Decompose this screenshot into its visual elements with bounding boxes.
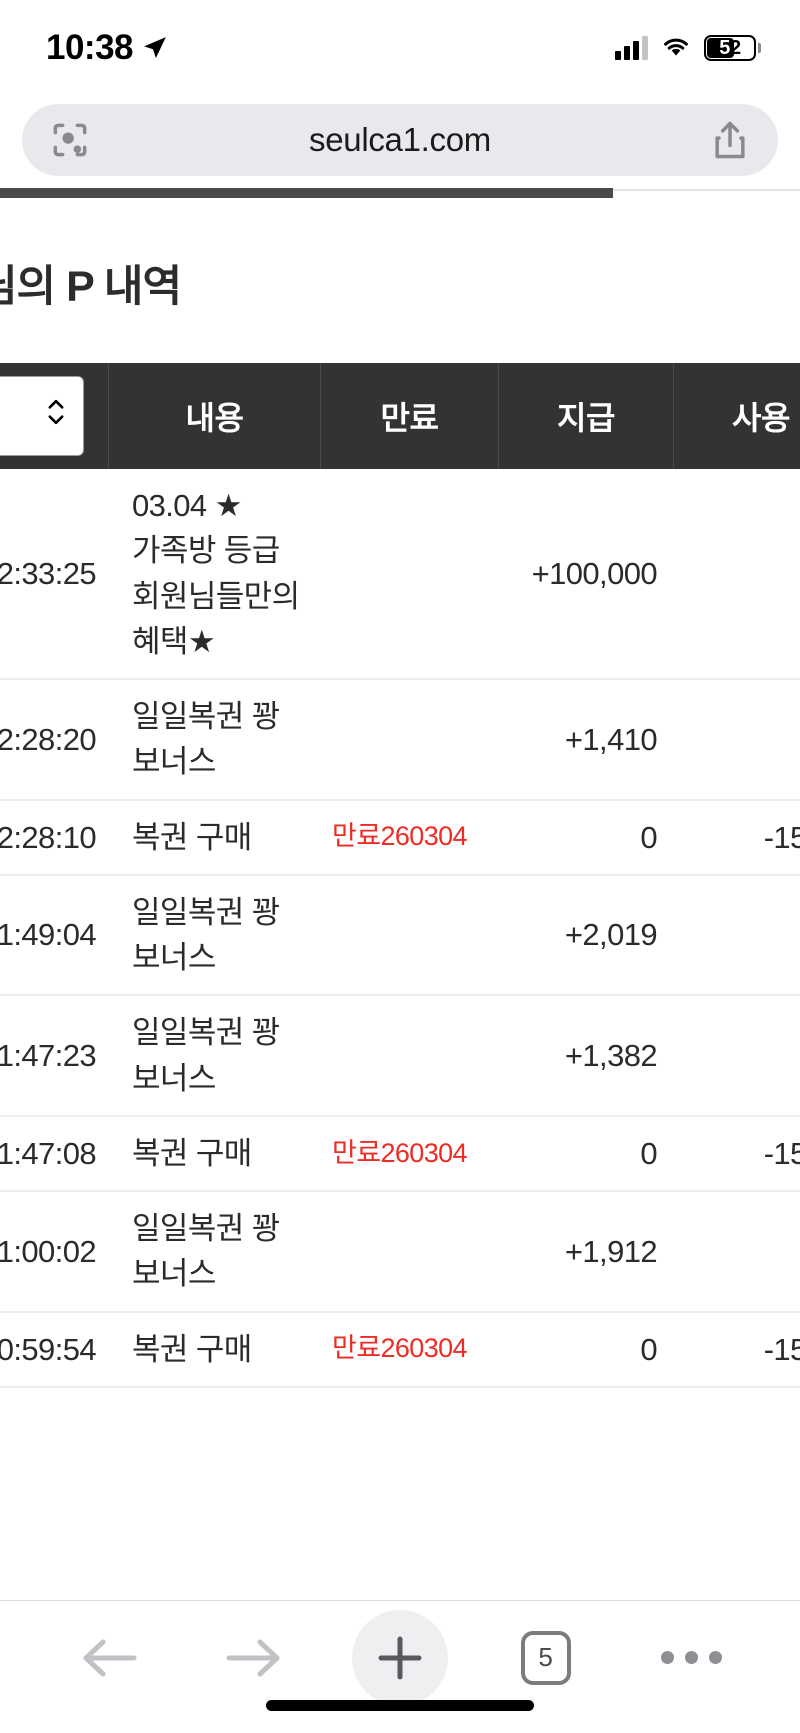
row-paid: +100,000 [531,555,658,591]
table-row[interactable]: 2:28:20 일일복권 꽝 보너스 +1,410 [0,680,800,801]
row-date: 1:00:02 [0,1233,97,1269]
row-paid: 0 [640,819,657,855]
home-indicator[interactable] [266,1700,534,1711]
row-paid: 0 [640,1135,657,1171]
row-desc: 03.04 ★ 가족방 등급 회원님들만의 혜택★ [132,488,300,659]
row-desc: 일일복권 꽝 보너스 [132,699,280,780]
table-row[interactable]: 2:28:10 복권 구매 만료260304 0 -15,00 [0,800,800,876]
toolbar-divider [0,1600,800,1601]
status-time: 10:38 [46,28,134,67]
row-date: 0:59:54 [0,1331,97,1367]
table-header-filter [0,363,108,469]
row-desc: 복권 구매 [132,1331,252,1367]
row-expiry: 만료260304 [332,1137,468,1168]
row-desc: 일일복권 꽝 보너스 [132,894,280,975]
plus-icon [378,1636,422,1679]
share-icon[interactable] [708,118,752,162]
page-title: 님의 P 내역 [0,263,182,311]
row-used [673,680,800,799]
row-date: 21:47:23 [0,1037,97,1073]
battery-digit-one: 5 [719,36,730,59]
row-paid: +1,912 [564,1233,658,1269]
more-button[interactable] [643,1610,739,1706]
row-expiry: 만료260304 [332,821,468,852]
forward-button[interactable] [206,1610,302,1706]
browser-bottom-toolbar: 5 [0,1600,800,1733]
row-expiry [320,680,498,799]
table-header-used[interactable]: 사용 [673,363,800,469]
back-arrow-icon [83,1639,137,1676]
web-page-content: 님의 P 내역 내용 만료 지급 사용 [0,200,800,1433]
row-used [673,469,800,678]
tabs-button[interactable]: 5 [498,1610,594,1706]
browser-url-bar-container: seulca1.com [0,104,800,180]
row-desc: 복권 구매 [132,819,252,855]
cellular-signal-icon [615,36,648,60]
table-header-desc[interactable]: 내용 [108,363,320,469]
row-date: 2:28:10 [0,819,97,855]
filter-select[interactable] [0,376,84,456]
row-paid: +2,019 [564,917,658,953]
table-row[interactable]: 2:33:25 03.04 ★ 가족방 등급 회원님들만의 혜택★ +100,000 [0,469,800,680]
table-row[interactable]: 21:47:23 일일복권 꽝 보너스 +1,382 [0,996,800,1117]
row-desc: 일일복권 꽝 보너스 [132,1211,280,1292]
location-arrow-icon [142,35,168,61]
page-settings-icon[interactable] [48,118,92,162]
more-dots-icon [660,1651,722,1664]
up-down-chevron-icon [45,395,67,437]
table-row[interactable]: 1:49:04 일일복권 꽝 보너스 +2,019 [0,875,800,997]
row-used [673,1192,800,1311]
status-bar-left: 10:38 [46,28,168,68]
row-expiry [320,876,498,995]
row-paid: 0 [640,1331,657,1367]
row-used [673,876,800,995]
row-used: -15,00 [763,1135,800,1171]
row-used [673,996,800,1115]
table-header-expiry[interactable]: 만료 [320,363,498,469]
new-tab-button[interactable] [351,1609,448,1706]
points-history-table: 내용 만료 지급 사용 2:33:25 03.04 ★ 가족방 등급 회원님들만의… [0,363,800,1388]
tabs-icon: 5 [520,1630,571,1685]
table-row[interactable]: 1:00:02 일일복권 꽝 보너스 +1,912 [0,1192,800,1313]
row-date: 1:49:04 [0,917,97,953]
row-used: -15,00 [763,1331,800,1367]
table-header-row: 내용 만료 지급 사용 [0,363,800,469]
tabs-count: 5 [538,1642,553,1672]
row-expiry [320,996,498,1115]
battery-digit-two: 2 [730,36,741,59]
row-expiry [320,1192,498,1311]
row-expiry: 만료260304 [332,1333,468,1364]
row-desc: 일일복권 꽝 보너스 [132,1015,280,1096]
row-paid: +1,382 [564,1037,658,1073]
page-load-progress-bar [0,188,613,198]
row-expiry [320,469,498,678]
row-date: 1:47:08 [0,1135,97,1171]
back-button[interactable] [61,1610,157,1706]
row-paid: +1,410 [564,721,658,757]
table-row[interactable]: 0:59:54 복권 구매 만료260304 0 -15,00 [0,1312,800,1388]
row-desc: 복권 구매 [132,1135,252,1171]
row-used: -15,00 [763,819,800,855]
forward-arrow-icon [226,1639,280,1676]
table-body: 2:33:25 03.04 ★ 가족방 등급 회원님들만의 혜택★ +100,000… [0,469,800,1388]
row-date: 2:28:20 [0,721,97,757]
url-bar[interactable]: seulca1.com [22,104,778,176]
table-row[interactable]: 1:47:08 복권 구매 만료260304 0 -15,00 [0,1116,800,1192]
row-date: 2:33:25 [0,555,97,591]
wifi-icon [661,34,691,63]
table-header-paid[interactable]: 지급 [498,363,673,469]
url-text: seulca1.com [309,121,491,158]
